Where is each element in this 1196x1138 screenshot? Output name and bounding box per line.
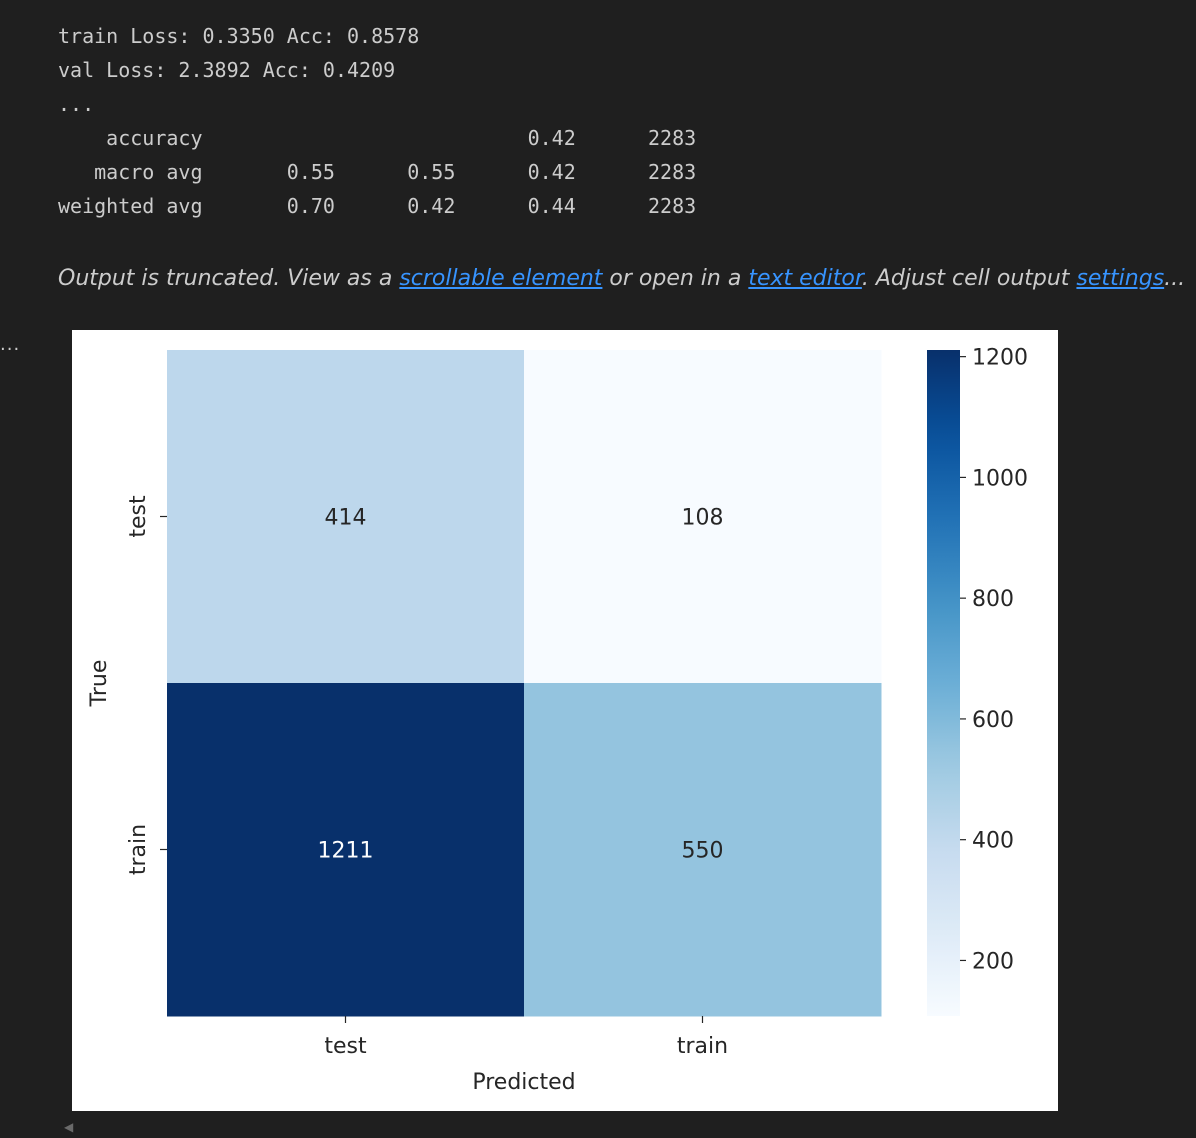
output-line: ...: [58, 92, 95, 116]
cell-value-label: 414: [325, 506, 367, 531]
x-tick-label: train: [677, 1034, 728, 1059]
colorbar-tick-label: 600: [972, 708, 1014, 733]
colorbar-tick-label: 800: [972, 587, 1014, 612]
text-editor-link[interactable]: text editor: [748, 266, 862, 291]
text-output: ---------- train Loss: 0.3350 Acc: 0.857…: [58, 0, 1158, 218]
colorbar-tick-label: 400: [972, 829, 1014, 854]
truncation-text: or open in a: [602, 266, 749, 291]
output-line: val Loss: 2.3892 Acc: 0.4209: [58, 58, 396, 82]
truncation-text: . Adjust cell output: [861, 266, 1077, 291]
confusion-matrix-figure: 414 108 1211 550 test train test train Predicted…: [72, 330, 1058, 1111]
colorbar-tick-label: 1200: [972, 346, 1028, 371]
scroll-left-icon[interactable]: ◀: [64, 1120, 74, 1134]
heatmap-cell: [167, 350, 525, 684]
cell-value-label: 108: [682, 506, 724, 531]
heatmap-cell: [167, 683, 525, 1017]
cell-value-label: 1211: [318, 839, 374, 864]
colorbar: [927, 350, 960, 1016]
report-row-macro-avg: macro avg 0.55 0.55 0.42 2283: [58, 160, 697, 184]
settings-link[interactable]: settings: [1076, 266, 1165, 291]
x-tick-label: test: [324, 1034, 367, 1059]
output-line: train Loss: 0.3350 Acc: 0.8578: [58, 24, 420, 48]
x-axis-label: Predicted: [472, 1070, 575, 1095]
truncation-message: Output is truncated. View as a scrollabl…: [58, 266, 1185, 291]
y-axis-label: True: [87, 660, 112, 708]
cell-value-label: 550: [682, 839, 724, 864]
heatmap-cell: [524, 350, 882, 684]
truncation-text: ...: [1164, 266, 1186, 291]
heatmap-cell: [524, 683, 882, 1017]
y-tick-label: train: [126, 824, 151, 875]
colorbar-tick-label: 1000: [972, 466, 1028, 491]
colorbar-tick-label: 200: [972, 949, 1014, 974]
y-tick-label: test: [126, 495, 151, 538]
report-row-weighted-avg: weighted avg 0.70 0.42 0.44 2283: [58, 194, 697, 218]
cell-more-actions-icon[interactable]: ...: [0, 334, 21, 355]
truncation-text: Output is truncated. View as a: [58, 266, 400, 291]
scrollable-element-link[interactable]: scrollable element: [399, 266, 603, 291]
confusion-matrix-chart: 414 108 1211 550 test train test train Predicted…: [87, 346, 1028, 1095]
report-row-accuracy: accuracy 0.42 2283: [58, 126, 697, 150]
separator-line: ----------: [58, 0, 178, 13]
